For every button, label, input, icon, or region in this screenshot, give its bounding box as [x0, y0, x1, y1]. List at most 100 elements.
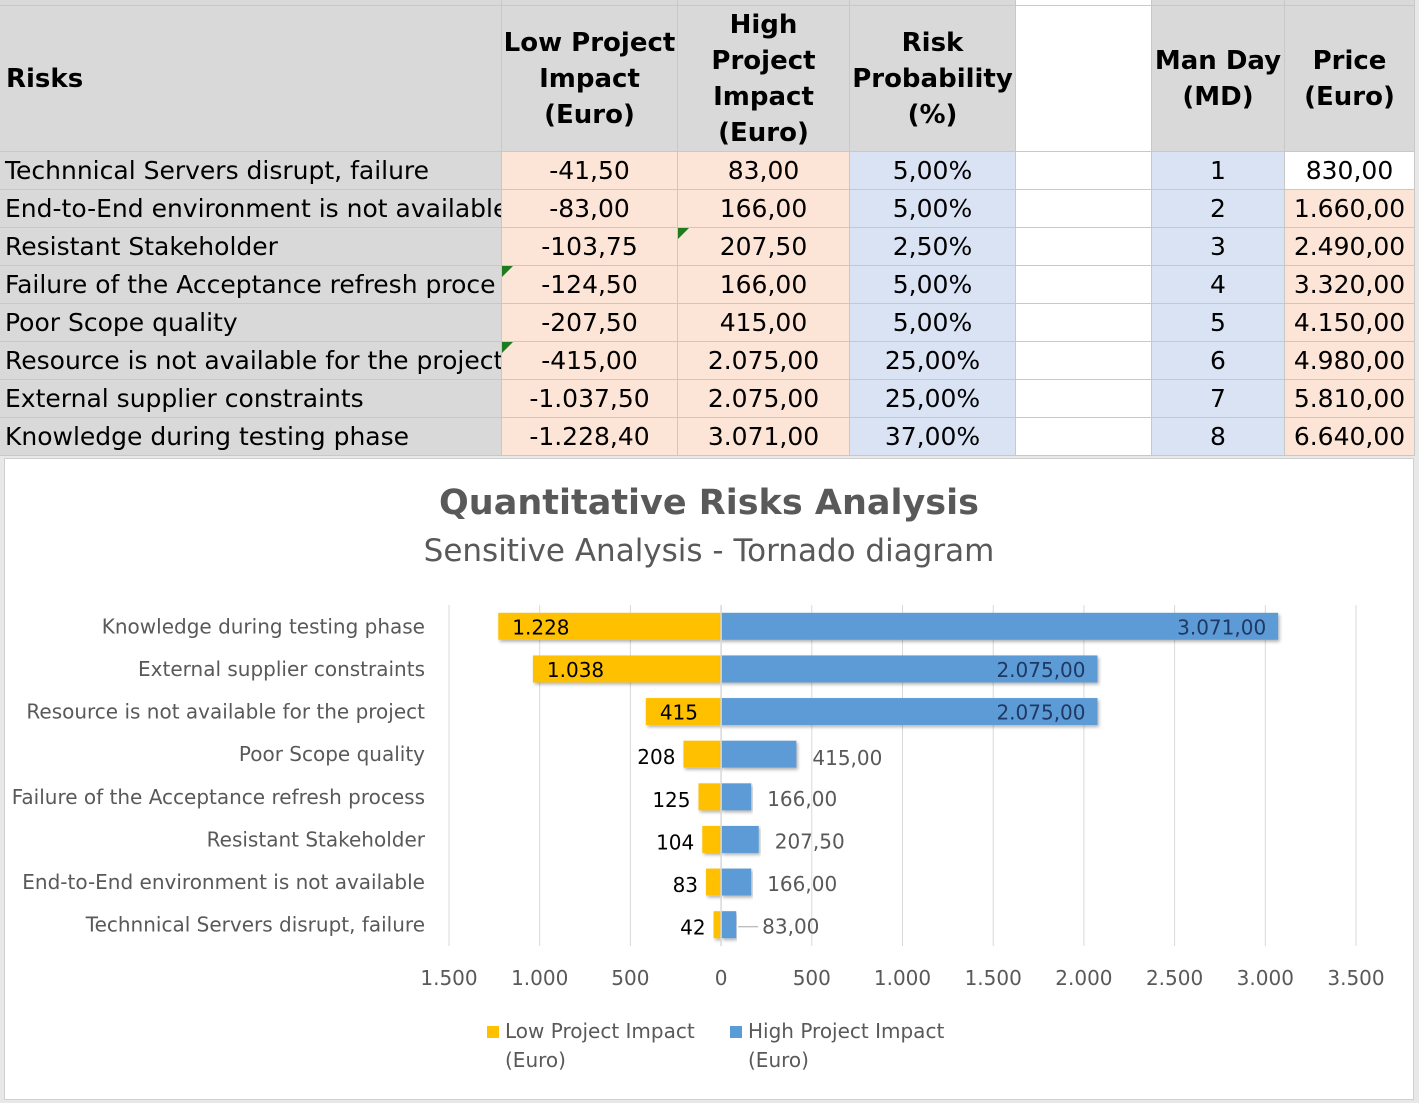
cell-risk-8-text: Knowledge during testing phase	[5, 422, 410, 451]
cell-high-7[interactable]: 2.075,00	[678, 380, 850, 418]
legend-swatch-low	[487, 1026, 499, 1038]
header-low[interactable]: Low Project Impact (Euro)	[502, 6, 678, 152]
cell-blank-4[interactable]	[1016, 266, 1152, 304]
cell-md-2[interactable]: 2	[1152, 190, 1285, 228]
sheet-top-row-cell-3[interactable]	[850, 0, 1016, 6]
sheet-top-row-cell-2[interactable]	[678, 0, 850, 6]
cell-risk-4[interactable]: Failure of the Acceptance refresh proce	[0, 266, 502, 304]
data-label-high-6: 166,00	[767, 872, 837, 896]
legend-item-low[interactable]: Low Project Impact (Euro)	[487, 1017, 695, 1075]
cell-low-5[interactable]: -207,50	[502, 304, 678, 342]
cell-risk-1[interactable]: Technnical Servers disrupt, failure	[0, 152, 502, 190]
cell-prob-1-text: 5,00%	[892, 156, 973, 185]
cell-blank-6[interactable]	[1016, 342, 1152, 380]
bar-low-1	[532, 655, 722, 683]
cell-blank-1[interactable]	[1016, 152, 1152, 190]
legend-text-high: High Project Impact (Euro)	[748, 1017, 944, 1075]
cell-risk-3[interactable]: Resistant Stakeholder	[0, 228, 502, 266]
cell-blank-3[interactable]	[1016, 228, 1152, 266]
sheet-top-row-cell-4[interactable]	[1016, 0, 1152, 6]
cell-prob-3[interactable]: 2,50%	[850, 228, 1016, 266]
cell-md-1[interactable]: 1	[1152, 152, 1285, 190]
cell-high-2[interactable]: 166,00	[678, 190, 850, 228]
cell-high-1[interactable]: 83,00	[678, 152, 850, 190]
cell-risk-2[interactable]: End-to-End environment is not available	[0, 190, 502, 228]
header-prob[interactable]: Risk Probability (%)	[850, 6, 1016, 152]
cell-md-2-text: 2	[1210, 194, 1226, 223]
header-high[interactable]: High Project Impact (Euro)	[678, 6, 850, 152]
cell-low-8[interactable]: -1.228,40	[502, 418, 678, 456]
cell-high-5[interactable]: 415,00	[678, 304, 850, 342]
cell-prob-1[interactable]: 5,00%	[850, 152, 1016, 190]
cell-prob-6[interactable]: 25,00%	[850, 342, 1016, 380]
cell-md-3[interactable]: 3	[1152, 228, 1285, 266]
cell-prob-4[interactable]: 5,00%	[850, 266, 1016, 304]
header-md[interactable]: Man Day (MD)	[1152, 6, 1285, 152]
cell-price-4[interactable]: 3.320,00	[1285, 266, 1415, 304]
cell-risk-8[interactable]: Knowledge during testing phase	[0, 418, 502, 456]
cell-high-4[interactable]: 166,00	[678, 266, 850, 304]
cell-low-3[interactable]: -103,75	[502, 228, 678, 266]
cell-price-8[interactable]: 6.640,00	[1285, 418, 1415, 456]
cell-md-4[interactable]: 4	[1152, 266, 1285, 304]
comment-indicator-low-6[interactable]	[502, 342, 513, 353]
sheet-top-row-cell-0[interactable]	[0, 0, 502, 6]
cell-price-7[interactable]: 5.810,00	[1285, 380, 1415, 418]
tornado-chart[interactable]: Quantitative Risks Analysis Sensitive An…	[4, 458, 1414, 1100]
bar-high-1	[721, 655, 1098, 683]
cell-md-6[interactable]: 6	[1152, 342, 1285, 380]
cell-prob-7[interactable]: 25,00%	[850, 380, 1016, 418]
cell-low-6[interactable]: -415,00	[502, 342, 678, 380]
x-tick-label-7: 2.000	[1055, 966, 1112, 990]
cell-price-6[interactable]: 4.980,00	[1285, 342, 1415, 380]
cell-blank-8[interactable]	[1016, 418, 1152, 456]
cell-low-4[interactable]: -124,50	[502, 266, 678, 304]
cell-risk-4-text: Failure of the Acceptance refresh proce	[5, 270, 496, 299]
cell-price-7-text: 5.810,00	[1293, 384, 1406, 413]
cell-blank-7[interactable]	[1016, 380, 1152, 418]
legend-label-high-line1: High Project Impact	[748, 1019, 945, 1043]
cell-low-7[interactable]: -1.037,50	[502, 380, 678, 418]
cell-md-7[interactable]: 7	[1152, 380, 1285, 418]
data-label-high-4: 166,00	[767, 787, 837, 811]
comment-indicator-high-3[interactable]	[678, 228, 689, 239]
cell-low-1[interactable]: -41,50	[502, 152, 678, 190]
cell-blank-5[interactable]	[1016, 304, 1152, 342]
cell-risk-7[interactable]: External supplier constraints	[0, 380, 502, 418]
sheet-top-row-cell-5[interactable]	[1152, 0, 1285, 6]
cell-price-2[interactable]: 1.660,00	[1285, 190, 1415, 228]
x-tick-label-0: 1.500	[420, 966, 477, 990]
cell-risk-5[interactable]: Poor Scope quality	[0, 304, 502, 342]
sheet-top-row-cell-6[interactable]	[1285, 0, 1415, 6]
cell-high-6[interactable]: 2.075,00	[678, 342, 850, 380]
cell-low-2[interactable]: -83,00	[502, 190, 678, 228]
cell-blank-2[interactable]	[1016, 190, 1152, 228]
cell-risk-6-text: Resource is not available for the projec…	[5, 346, 502, 375]
header-risks[interactable]: Risks	[0, 6, 502, 152]
cell-prob-4-text: 5,00%	[892, 270, 973, 299]
cell-md-5[interactable]: 5	[1152, 304, 1285, 342]
cell-price-5[interactable]: 4.150,00	[1285, 304, 1415, 342]
legend-item-high[interactable]: High Project Impact (Euro)	[730, 1017, 944, 1075]
cell-price-8-text: 6.640,00	[1293, 422, 1406, 451]
cell-price-3[interactable]: 2.490,00	[1285, 228, 1415, 266]
header-price[interactable]: Price (Euro)	[1285, 6, 1415, 152]
header-price-text: Price (Euro)	[1304, 45, 1395, 112]
cell-price-1[interactable]: 830,00	[1285, 152, 1415, 190]
bar-low-5	[702, 825, 722, 853]
header-blank-4[interactable]	[1016, 6, 1152, 152]
cell-price-4-text: 3.320,00	[1293, 270, 1406, 299]
cell-low-7-text: -1.037,50	[529, 384, 650, 413]
cell-md-8-text: 8	[1210, 422, 1226, 451]
cell-risk-6[interactable]: Resource is not available for the projec…	[0, 342, 502, 380]
comment-indicator-low-4[interactable]	[502, 266, 513, 277]
cell-prob-2[interactable]: 5,00%	[850, 190, 1016, 228]
sheet-top-row-cell-1[interactable]	[502, 0, 678, 6]
cell-high-3[interactable]: 207,50	[678, 228, 850, 266]
cell-md-8[interactable]: 8	[1152, 418, 1285, 456]
data-label-high-5: 207,50	[775, 829, 845, 853]
cell-prob-8[interactable]: 37,00%	[850, 418, 1016, 456]
header-md-text: Man Day (MD)	[1154, 45, 1282, 112]
cell-prob-5[interactable]: 5,00%	[850, 304, 1016, 342]
cell-high-8[interactable]: 3.071,00	[678, 418, 850, 456]
